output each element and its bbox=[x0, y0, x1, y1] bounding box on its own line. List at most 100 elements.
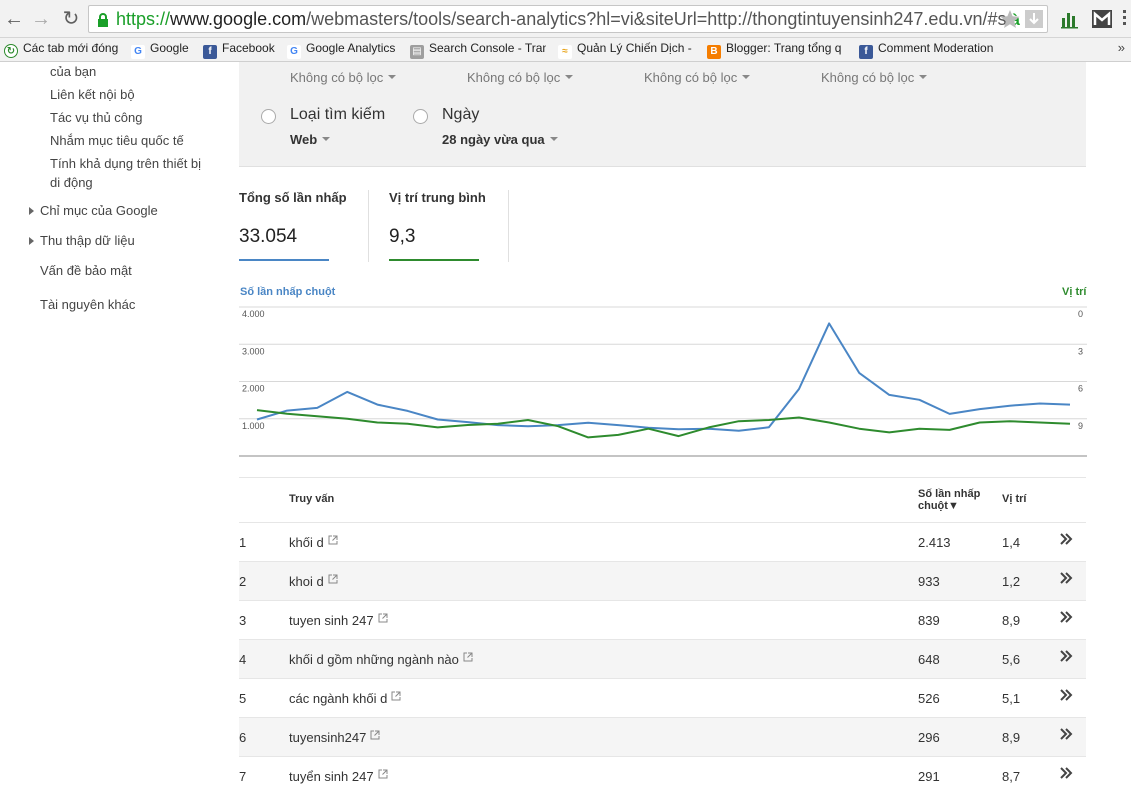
download-icon[interactable] bbox=[1023, 8, 1045, 30]
more-bookmarks-icon[interactable]: » bbox=[1117, 40, 1125, 55]
url-text: https://www.google.com/webmasters/tools/… bbox=[116, 9, 1006, 30]
row-query[interactable]: tuyensinh247 bbox=[289, 730, 380, 745]
clicks-metric-title[interactable]: Tổng số lần nhấp bbox=[239, 190, 347, 205]
sidebar-section-other-resources[interactable]: Tài nguyên khác bbox=[40, 297, 136, 312]
gmail-extension-icon[interactable] bbox=[1091, 8, 1113, 30]
table-row[interactable]: 7 tuyển sinh 247 291 8,7 bbox=[239, 756, 1086, 795]
search-type-radio[interactable] bbox=[261, 109, 276, 124]
row-rank: 1 bbox=[239, 535, 247, 550]
bookmark-label: Search Console - Tran bbox=[429, 41, 546, 55]
table-top-border bbox=[239, 477, 1086, 478]
bookmarks-bar: ↻ Các tab mới đóng G Google f Facebook G Goo… bbox=[0, 38, 1131, 62]
url-path: /webmasters/tools/search-analytics?hl=vi… bbox=[306, 9, 1006, 29]
analytics-extension-icon[interactable] bbox=[1059, 8, 1081, 30]
sidebar-item-your-links[interactable]: của bạn bbox=[50, 64, 97, 79]
caret-down-icon bbox=[322, 137, 331, 141]
address-bar[interactable]: https://www.google.com/webmasters/tools/… bbox=[88, 5, 1048, 33]
caret-down-icon bbox=[565, 75, 574, 79]
back-arrow-icon[interactable]: ← bbox=[4, 8, 24, 30]
table-row[interactable]: 1 khối d 2.413 1,4 bbox=[239, 522, 1086, 561]
row-query[interactable]: tuyển sinh 247 bbox=[289, 769, 388, 784]
table-row[interactable]: 2 khoi d 933 1,2 bbox=[239, 561, 1086, 600]
table-row[interactable]: 4 khối d gồm những ngành nào 648 5,6 bbox=[239, 639, 1086, 678]
sidebar-item-manual-actions[interactable]: Tác vụ thủ công bbox=[50, 110, 143, 125]
bookmark-search-console[interactable]: ▤ Search Console - Tran bbox=[410, 41, 546, 59]
star-icon[interactable] bbox=[999, 8, 1021, 30]
external-link-icon[interactable] bbox=[328, 574, 338, 584]
search-type-dropdown[interactable]: Web bbox=[290, 132, 331, 147]
position-metric-title[interactable]: Vị trí trung bình bbox=[389, 190, 486, 205]
external-link-icon[interactable] bbox=[463, 652, 473, 662]
expand-triangle-icon bbox=[29, 207, 34, 215]
sidebar-item-international-targeting[interactable]: Nhắm mục tiêu quốc tế bbox=[50, 133, 184, 148]
forward-arrow-icon[interactable]: → bbox=[31, 8, 51, 30]
external-link-icon[interactable] bbox=[378, 769, 388, 779]
row-clicks: 296 bbox=[918, 730, 940, 745]
position-metric-underline bbox=[389, 259, 479, 261]
translate-icon[interactable]: à bbox=[1009, 9, 1027, 29]
left-tick-label: 3.000 bbox=[242, 346, 265, 356]
row-query[interactable]: khối d bbox=[289, 535, 338, 550]
metric-divider bbox=[508, 190, 509, 262]
bookmark-recent-tabs[interactable]: ↻ Các tab mới đóng bbox=[4, 41, 122, 58]
table-row[interactable]: 3 tuyen sinh 247 839 8,9 bbox=[239, 600, 1086, 639]
chart-right-axis-label: Vị trí bbox=[1062, 286, 1087, 298]
table-row[interactable]: 5 các ngành khối d 526 5,1 bbox=[239, 678, 1086, 717]
filter-dropdown-devices[interactable]: Không có bộ lọc bbox=[821, 70, 928, 85]
row-query[interactable]: khoi d bbox=[289, 574, 338, 589]
filter-dropdown-countries[interactable]: Không có bộ lọc bbox=[644, 70, 751, 85]
external-link-icon[interactable] bbox=[328, 535, 338, 545]
recent-tabs-icon: ↻ bbox=[4, 44, 18, 58]
adwords-icon: ≈ bbox=[558, 45, 572, 59]
chart-left-axis-label: Số lần nhấp chuột bbox=[240, 286, 336, 298]
bookmark-facebook[interactable]: f Facebook bbox=[203, 41, 281, 59]
row-query[interactable]: tuyen sinh 247 bbox=[289, 613, 388, 628]
filter-dropdown-queries[interactable]: Không có bộ lọc bbox=[290, 70, 397, 85]
double-chevron-right-icon[interactable] bbox=[1059, 727, 1073, 741]
double-chevron-right-icon[interactable] bbox=[1059, 571, 1073, 585]
bookmark-google-analytics[interactable]: G Google Analytics bbox=[287, 41, 401, 59]
position-series-line bbox=[256, 409, 1071, 439]
col-header-position[interactable]: Vị trí bbox=[1002, 493, 1027, 505]
filter-dropdown-pages[interactable]: Không có bộ lọc bbox=[467, 70, 574, 85]
table-row[interactable]: 6 tuyensinh247 296 8,9 bbox=[239, 717, 1086, 756]
col-header-clicks[interactable]: Số lần nhấp chuột▼ bbox=[918, 488, 981, 512]
bookmark-google[interactable]: G Google bbox=[131, 41, 195, 59]
sidebar-item-mobile-usability-cont[interactable]: di động bbox=[50, 175, 93, 190]
external-link-icon[interactable] bbox=[378, 613, 388, 623]
date-radio[interactable] bbox=[413, 109, 428, 124]
sidebar-item-internal-links[interactable]: Liên kết nội bộ bbox=[50, 87, 135, 102]
double-chevron-right-icon[interactable] bbox=[1059, 532, 1073, 546]
row-query[interactable]: khối d gồm những ngành nào bbox=[289, 652, 473, 667]
double-chevron-right-icon[interactable] bbox=[1059, 610, 1073, 624]
reload-icon[interactable]: ↻ bbox=[62, 8, 80, 30]
query-text: khoi d bbox=[289, 574, 324, 589]
bookmark-blogger[interactable]: B Blogger: Trang tổng q bbox=[707, 41, 847, 59]
row-position: 8,7 bbox=[1002, 769, 1021, 784]
search-type-value: Web bbox=[290, 132, 318, 147]
date-dropdown[interactable]: 28 ngày vừa qua bbox=[442, 132, 558, 147]
filter-label: Không có bộ lọc bbox=[467, 70, 561, 85]
sidebar-section-security-issues[interactable]: Vấn đề bảo mật bbox=[40, 263, 132, 278]
external-link-icon[interactable] bbox=[391, 691, 401, 701]
col-header-query[interactable]: Truy vấn bbox=[289, 493, 335, 505]
bookmark-adwords[interactable]: ≈ Quản Lý Chiến Dịch - bbox=[558, 41, 692, 59]
caret-down-icon bbox=[388, 75, 397, 79]
row-query[interactable]: các ngành khối d bbox=[289, 691, 401, 706]
sidebar-section-crawl[interactable]: Thu thập dữ liệu bbox=[29, 233, 135, 248]
row-rank: 5 bbox=[239, 691, 247, 706]
double-chevron-right-icon[interactable] bbox=[1059, 766, 1073, 780]
url-protocol: https:// bbox=[116, 9, 171, 29]
left-tick-label: 1.000 bbox=[242, 421, 265, 431]
browser-toolbar: ← → ↻ https://www.google.com/webmasters/… bbox=[0, 0, 1131, 38]
sidebar-section-google-index[interactable]: Chỉ mục của Google bbox=[29, 203, 158, 218]
clicks-position-chart[interactable]: 4.000 3.000 2.000 1.000 0 3 6 9 bbox=[239, 303, 1087, 463]
double-chevron-right-icon[interactable] bbox=[1059, 649, 1073, 663]
bookmark-comment-moderation[interactable]: f Comment Moderation bbox=[859, 41, 999, 59]
menu-icon[interactable] bbox=[1123, 10, 1126, 28]
row-position: 8,9 bbox=[1002, 613, 1021, 628]
sidebar-item-mobile-usability[interactable]: Tính khả dụng trên thiết bị bbox=[50, 156, 202, 171]
double-chevron-right-icon[interactable] bbox=[1059, 688, 1073, 702]
external-link-icon[interactable] bbox=[370, 730, 380, 740]
query-text: khối d gồm những ngành nào bbox=[289, 652, 459, 667]
